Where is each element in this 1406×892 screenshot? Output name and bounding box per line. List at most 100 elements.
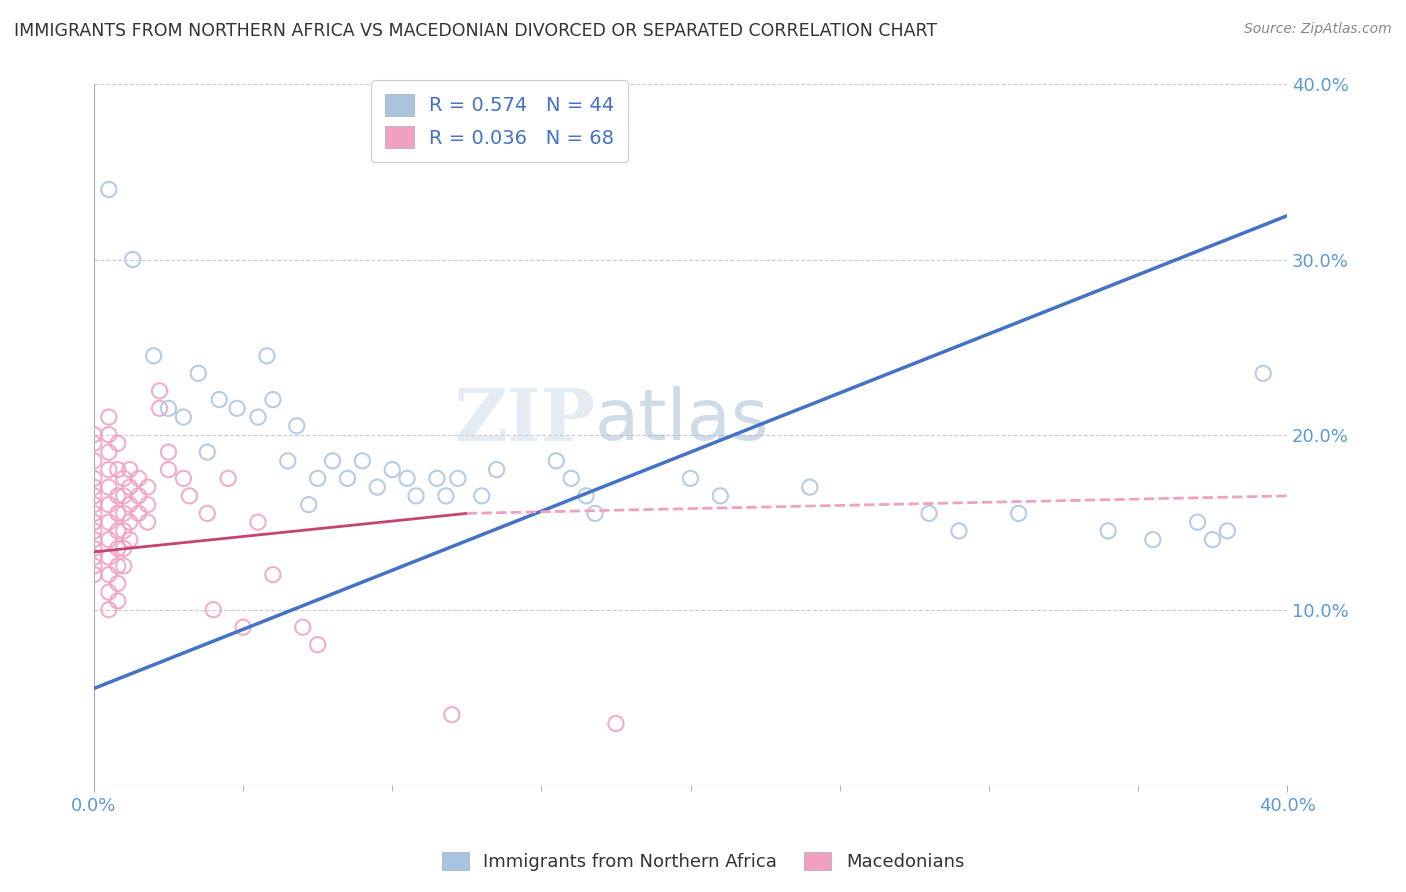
Point: [679, 471, 702, 485]
Point: [426, 471, 449, 485]
Point: [83, 541, 105, 556]
Point: [172, 410, 194, 425]
Point: [112, 524, 135, 538]
Point: [440, 707, 463, 722]
Point: [291, 620, 314, 634]
Point: [97, 533, 120, 547]
Point: [405, 489, 427, 503]
Point: [195, 507, 218, 521]
Point: [107, 462, 129, 476]
Point: [83, 427, 105, 442]
Point: [107, 576, 129, 591]
Legend: Immigrants from Northern Africa, Macedonians: Immigrants from Northern Africa, Macedon…: [434, 845, 972, 879]
Point: [157, 401, 180, 416]
Point: [546, 454, 568, 468]
Point: [396, 471, 419, 485]
Point: [107, 489, 129, 503]
Point: [485, 462, 508, 476]
Point: [226, 401, 249, 416]
Point: [97, 602, 120, 616]
Point: [107, 507, 129, 521]
Text: Source: ZipAtlas.com: Source: ZipAtlas.com: [1244, 22, 1392, 37]
Point: [118, 533, 141, 547]
Point: [136, 498, 159, 512]
Point: [918, 507, 941, 521]
Point: [1187, 515, 1209, 529]
Point: [83, 489, 105, 503]
Point: [83, 471, 105, 485]
Point: [256, 349, 278, 363]
Point: [97, 462, 120, 476]
Point: [128, 471, 150, 485]
Point: [112, 558, 135, 573]
Text: IMMIGRANTS FROM NORTHERN AFRICA VS MACEDONIAN DIVORCED OR SEPARATED CORRELATION : IMMIGRANTS FROM NORTHERN AFRICA VS MACED…: [14, 22, 938, 40]
Point: [97, 567, 120, 582]
Point: [97, 427, 120, 442]
Point: [107, 436, 129, 450]
Text: ZIP: ZIP: [454, 385, 595, 456]
Point: [298, 498, 321, 512]
Point: [97, 585, 120, 599]
Point: [1251, 367, 1274, 381]
Point: [172, 471, 194, 485]
Legend: R = 0.574   N = 44, R = 0.036   N = 68: R = 0.574 N = 44, R = 0.036 N = 68: [371, 80, 628, 162]
Point: [262, 392, 284, 407]
Point: [322, 454, 344, 468]
Point: [195, 445, 218, 459]
Point: [128, 507, 150, 521]
Text: atlas: atlas: [595, 386, 769, 455]
Point: [83, 498, 105, 512]
Point: [157, 445, 180, 459]
Point: [118, 515, 141, 529]
Point: [232, 620, 254, 634]
Point: [97, 182, 120, 196]
Point: [83, 550, 105, 565]
Point: [307, 638, 329, 652]
Point: [112, 541, 135, 556]
Point: [1007, 507, 1029, 521]
Point: [560, 471, 582, 485]
Point: [83, 454, 105, 468]
Point: [142, 349, 165, 363]
Point: [83, 507, 105, 521]
Point: [434, 489, 457, 503]
Point: [246, 515, 269, 529]
Point: [118, 480, 141, 494]
Point: [83, 533, 105, 547]
Point: [583, 507, 606, 521]
Point: [112, 489, 135, 503]
Point: [148, 384, 170, 398]
Point: [136, 480, 159, 494]
Point: [148, 401, 170, 416]
Point: [107, 558, 129, 573]
Point: [83, 515, 105, 529]
Point: [307, 471, 329, 485]
Point: [97, 515, 120, 529]
Point: [97, 445, 120, 459]
Point: [381, 462, 404, 476]
Point: [83, 524, 105, 538]
Point: [187, 367, 209, 381]
Point: [471, 489, 494, 503]
Point: [128, 489, 150, 503]
Point: [157, 462, 180, 476]
Point: [118, 498, 141, 512]
Point: [799, 480, 821, 494]
Point: [366, 480, 388, 494]
Point: [277, 454, 299, 468]
Point: [1216, 524, 1239, 538]
Point: [1097, 524, 1119, 538]
Point: [1201, 533, 1223, 547]
Point: [107, 524, 129, 538]
Point: [136, 515, 159, 529]
Point: [83, 567, 105, 582]
Point: [83, 480, 105, 494]
Point: [179, 489, 201, 503]
Point: [107, 594, 129, 608]
Point: [575, 489, 598, 503]
Point: [107, 541, 129, 556]
Point: [447, 471, 470, 485]
Point: [97, 498, 120, 512]
Point: [202, 602, 225, 616]
Point: [121, 252, 143, 267]
